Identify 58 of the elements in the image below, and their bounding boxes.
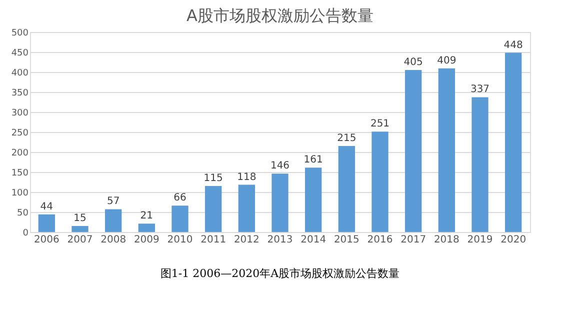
bar	[72, 226, 88, 232]
x-tick-label: 2014	[300, 234, 326, 246]
y-tick-label: 300	[11, 108, 29, 118]
y-tick-label: 400	[11, 68, 29, 78]
data-label: 251	[370, 118, 390, 130]
x-tick-label: 2010	[167, 234, 193, 246]
bar	[105, 209, 122, 232]
y-tick-label: 350	[11, 88, 29, 98]
caption: 图1-1 2006—2020年A股市场股权激励公告数量	[160, 267, 400, 280]
data-label: 409	[437, 55, 456, 66]
bar	[272, 174, 288, 232]
data-label: 21	[140, 210, 154, 222]
x-tick-label: 2006	[34, 234, 60, 246]
y-tick-label: 50	[17, 208, 29, 218]
bar	[305, 168, 322, 232]
bar	[505, 52, 522, 232]
data-label: 337	[470, 84, 490, 96]
x-tick-label: 2012	[234, 234, 260, 246]
x-tick-label: 2008	[100, 234, 126, 246]
bar	[138, 224, 155, 232]
x-tick-label: 2016	[367, 234, 393, 246]
data-label: 15	[74, 213, 86, 224]
x-tick-label: 2018	[434, 234, 460, 246]
data-label: 215	[337, 133, 356, 144]
bar	[338, 146, 355, 232]
bar	[205, 186, 222, 232]
bar	[172, 206, 188, 232]
y-tick-label: 200	[11, 148, 29, 158]
x-tick-label: 2007	[67, 234, 93, 246]
bar	[472, 97, 488, 232]
x-tick-label: 2015	[334, 234, 360, 246]
data-label: 118	[237, 172, 256, 183]
bar	[438, 68, 455, 232]
y-tick-label: 0	[22, 228, 29, 238]
data-label: 57	[106, 196, 120, 208]
x-tick-label: 2011	[200, 234, 226, 246]
x-tick-label: 2017	[400, 234, 426, 246]
data-label: 146	[270, 160, 290, 172]
y-tick-label: 450	[11, 48, 29, 58]
y-tick-label: 100	[11, 188, 29, 198]
data-label: 66	[174, 192, 186, 204]
data-label: 115	[204, 173, 223, 184]
bar	[405, 70, 422, 232]
x-tick-label: 2009	[134, 234, 160, 246]
x-tick-label: 2020	[500, 234, 526, 246]
bar	[372, 132, 388, 232]
y-tick-label: 150	[11, 168, 29, 178]
x-tick-label: 2019	[467, 234, 493, 246]
y-tick-label: 250	[11, 128, 29, 138]
bar	[38, 214, 55, 232]
y-tick-label: 500	[11, 28, 29, 38]
data-label: 44	[40, 201, 54, 212]
data-label: 405	[404, 57, 423, 68]
bar	[238, 184, 255, 232]
data-label: 448	[504, 40, 523, 51]
chart-title: A股市场股权激励公告数量	[186, 6, 374, 25]
x-tick-label: 2013	[267, 234, 293, 246]
data-label: 161	[304, 154, 323, 166]
